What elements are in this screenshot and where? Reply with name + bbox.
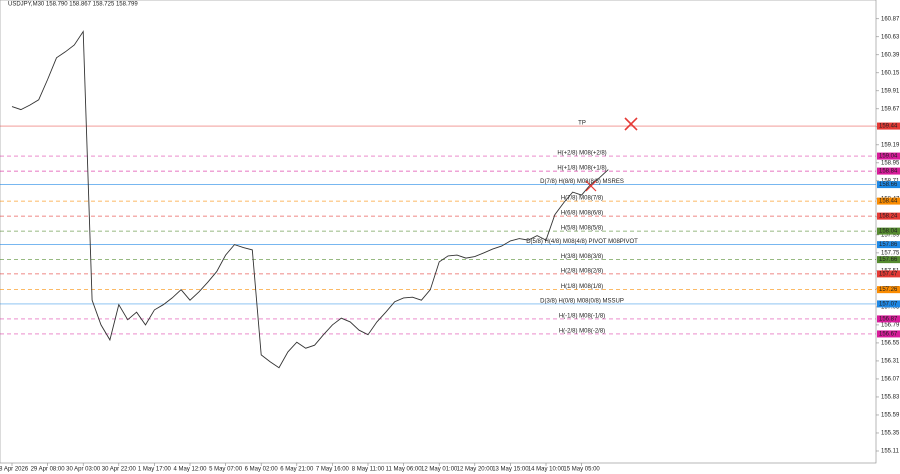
price-tag-label: 158.44 [879, 199, 898, 205]
plot-frame [0, 0, 877, 464]
y-tick-label: 156.07 [881, 377, 900, 383]
y-tick-label: 156.31 [881, 359, 900, 365]
level-label: H(-2/8) M08(-2/8) [559, 329, 605, 335]
x-tick-label: 12 May 20:00 [457, 467, 494, 473]
y-tick-label: 159.67 [881, 106, 900, 112]
y-tick-label: 155.59 [881, 413, 900, 419]
level-label: H(6/8) M08(6/8) [561, 211, 603, 217]
price-tag [877, 122, 900, 130]
x-tick-label: 15 May 05:00 [563, 467, 600, 473]
price-tag-label: 157.47 [879, 271, 898, 277]
price-tag-label: 158.24 [879, 214, 898, 220]
y-tick-label: 157.99 [881, 232, 900, 238]
y-tick-label: 157.75 [881, 250, 900, 256]
y-tick-label: 158.95 [881, 160, 900, 166]
level-label: H(2/8) M08(2/8) [561, 268, 603, 274]
x-tick-label: 11 May 06:00 [386, 467, 423, 473]
level-label: D(3/8) H(0/8) M08(0/8) MSSUP [540, 298, 624, 304]
price-tag [877, 330, 900, 338]
y-tick-label: 155.11 [881, 449, 900, 455]
x-tick-label: 12 May 01:00 [421, 467, 458, 473]
level-label: D(7/8) H(8/8) M08(8/8) MSRES [540, 179, 624, 185]
price-tag-label: 156.87 [879, 317, 898, 323]
price-tag-label: 159.04 [879, 154, 898, 160]
price-tag-label: 157.86 [879, 242, 898, 248]
level-label: D(5/8) H(4/8) M08(4/8) PIVOT M08PIVOT [526, 239, 638, 245]
price-tag [877, 256, 900, 264]
y-tick-label: 156.55 [881, 341, 900, 347]
price-tag-label: 158.66 [879, 182, 898, 188]
y-tick-label: 157.03 [881, 304, 900, 310]
level-label: H(+1/8) M08(+1/8) [557, 166, 606, 172]
x-tick-label: 5 May 07:00 [209, 467, 243, 473]
x-tick-label: 1 May 17:00 [138, 467, 172, 473]
y-tick-label: 160.87 [881, 16, 900, 22]
position-marker [585, 180, 597, 192]
x-tick-label: 13 May 15:00 [492, 467, 529, 473]
price-tag [877, 212, 900, 220]
x-tick-label: 30 Apr 03:00 [66, 467, 101, 473]
x-tick-label: 4 May 12:00 [173, 467, 207, 473]
price-tag [877, 167, 900, 175]
marker-stroke [585, 180, 597, 192]
y-tick-label: 160.15 [881, 70, 900, 76]
x-tick-label: 28 Apr 2026 [0, 467, 29, 473]
price-tag [877, 286, 900, 294]
level-label: H(-1/8) M08(-1/8) [559, 314, 605, 320]
y-tick-label: 159.19 [881, 142, 900, 148]
level-label: H(1/8) M08(1/8) [561, 284, 603, 290]
price-tag [877, 315, 900, 323]
y-tick-label: 155.83 [881, 395, 900, 401]
price-tag [877, 300, 900, 308]
price-line [11, 30, 609, 369]
price-tag [877, 152, 900, 160]
x-tick-label: 29 Apr 08:00 [31, 467, 66, 473]
price-tag [877, 181, 900, 189]
price-tag-label: 157.26 [879, 287, 898, 293]
entry-marker [624, 117, 638, 131]
price-tag-label: 156.67 [879, 332, 898, 338]
price-tag-label: 158.84 [879, 169, 898, 175]
x-tick-label: 14 May 10:00 [528, 467, 565, 473]
y-tick-label: 159.91 [881, 88, 900, 94]
level-label: TP [578, 121, 586, 127]
price-tag-label: 157.66 [879, 257, 898, 263]
x-tick-label: 8 May 11:00 [352, 467, 385, 473]
x-tick-label: 6 May 21:00 [280, 467, 314, 473]
price-tag [877, 241, 900, 249]
x-tick-label: 6 May 02:00 [245, 467, 279, 473]
price-tag [877, 270, 900, 278]
price-tag-label: 158.04 [879, 229, 898, 235]
y-tick-label: 160.39 [881, 52, 900, 58]
x-tick-label: 7 May 16:00 [316, 467, 350, 473]
price-tag-label: 159.44 [879, 124, 898, 130]
price-tag [877, 197, 900, 205]
level-label: H(3/8) M08(3/8) [561, 254, 603, 260]
price-tag [877, 227, 900, 235]
level-label: H(+2/8) M08(+2/8) [557, 151, 606, 157]
y-tick-label: 160.63 [881, 34, 900, 40]
y-tick-label: 156.79 [881, 323, 900, 329]
x-tick-label: 30 Apr 22:00 [102, 467, 137, 473]
level-label: H(5/8) M08(5/8) [561, 226, 603, 232]
y-tick-label: 155.35 [881, 431, 900, 437]
level-label: H(7/8) M08(7/8) [561, 196, 603, 202]
price-tag-label: 157.07 [879, 301, 898, 307]
chart-title: USDJPY,M30 158.790 158.867 158.725 158.7… [8, 2, 138, 8]
